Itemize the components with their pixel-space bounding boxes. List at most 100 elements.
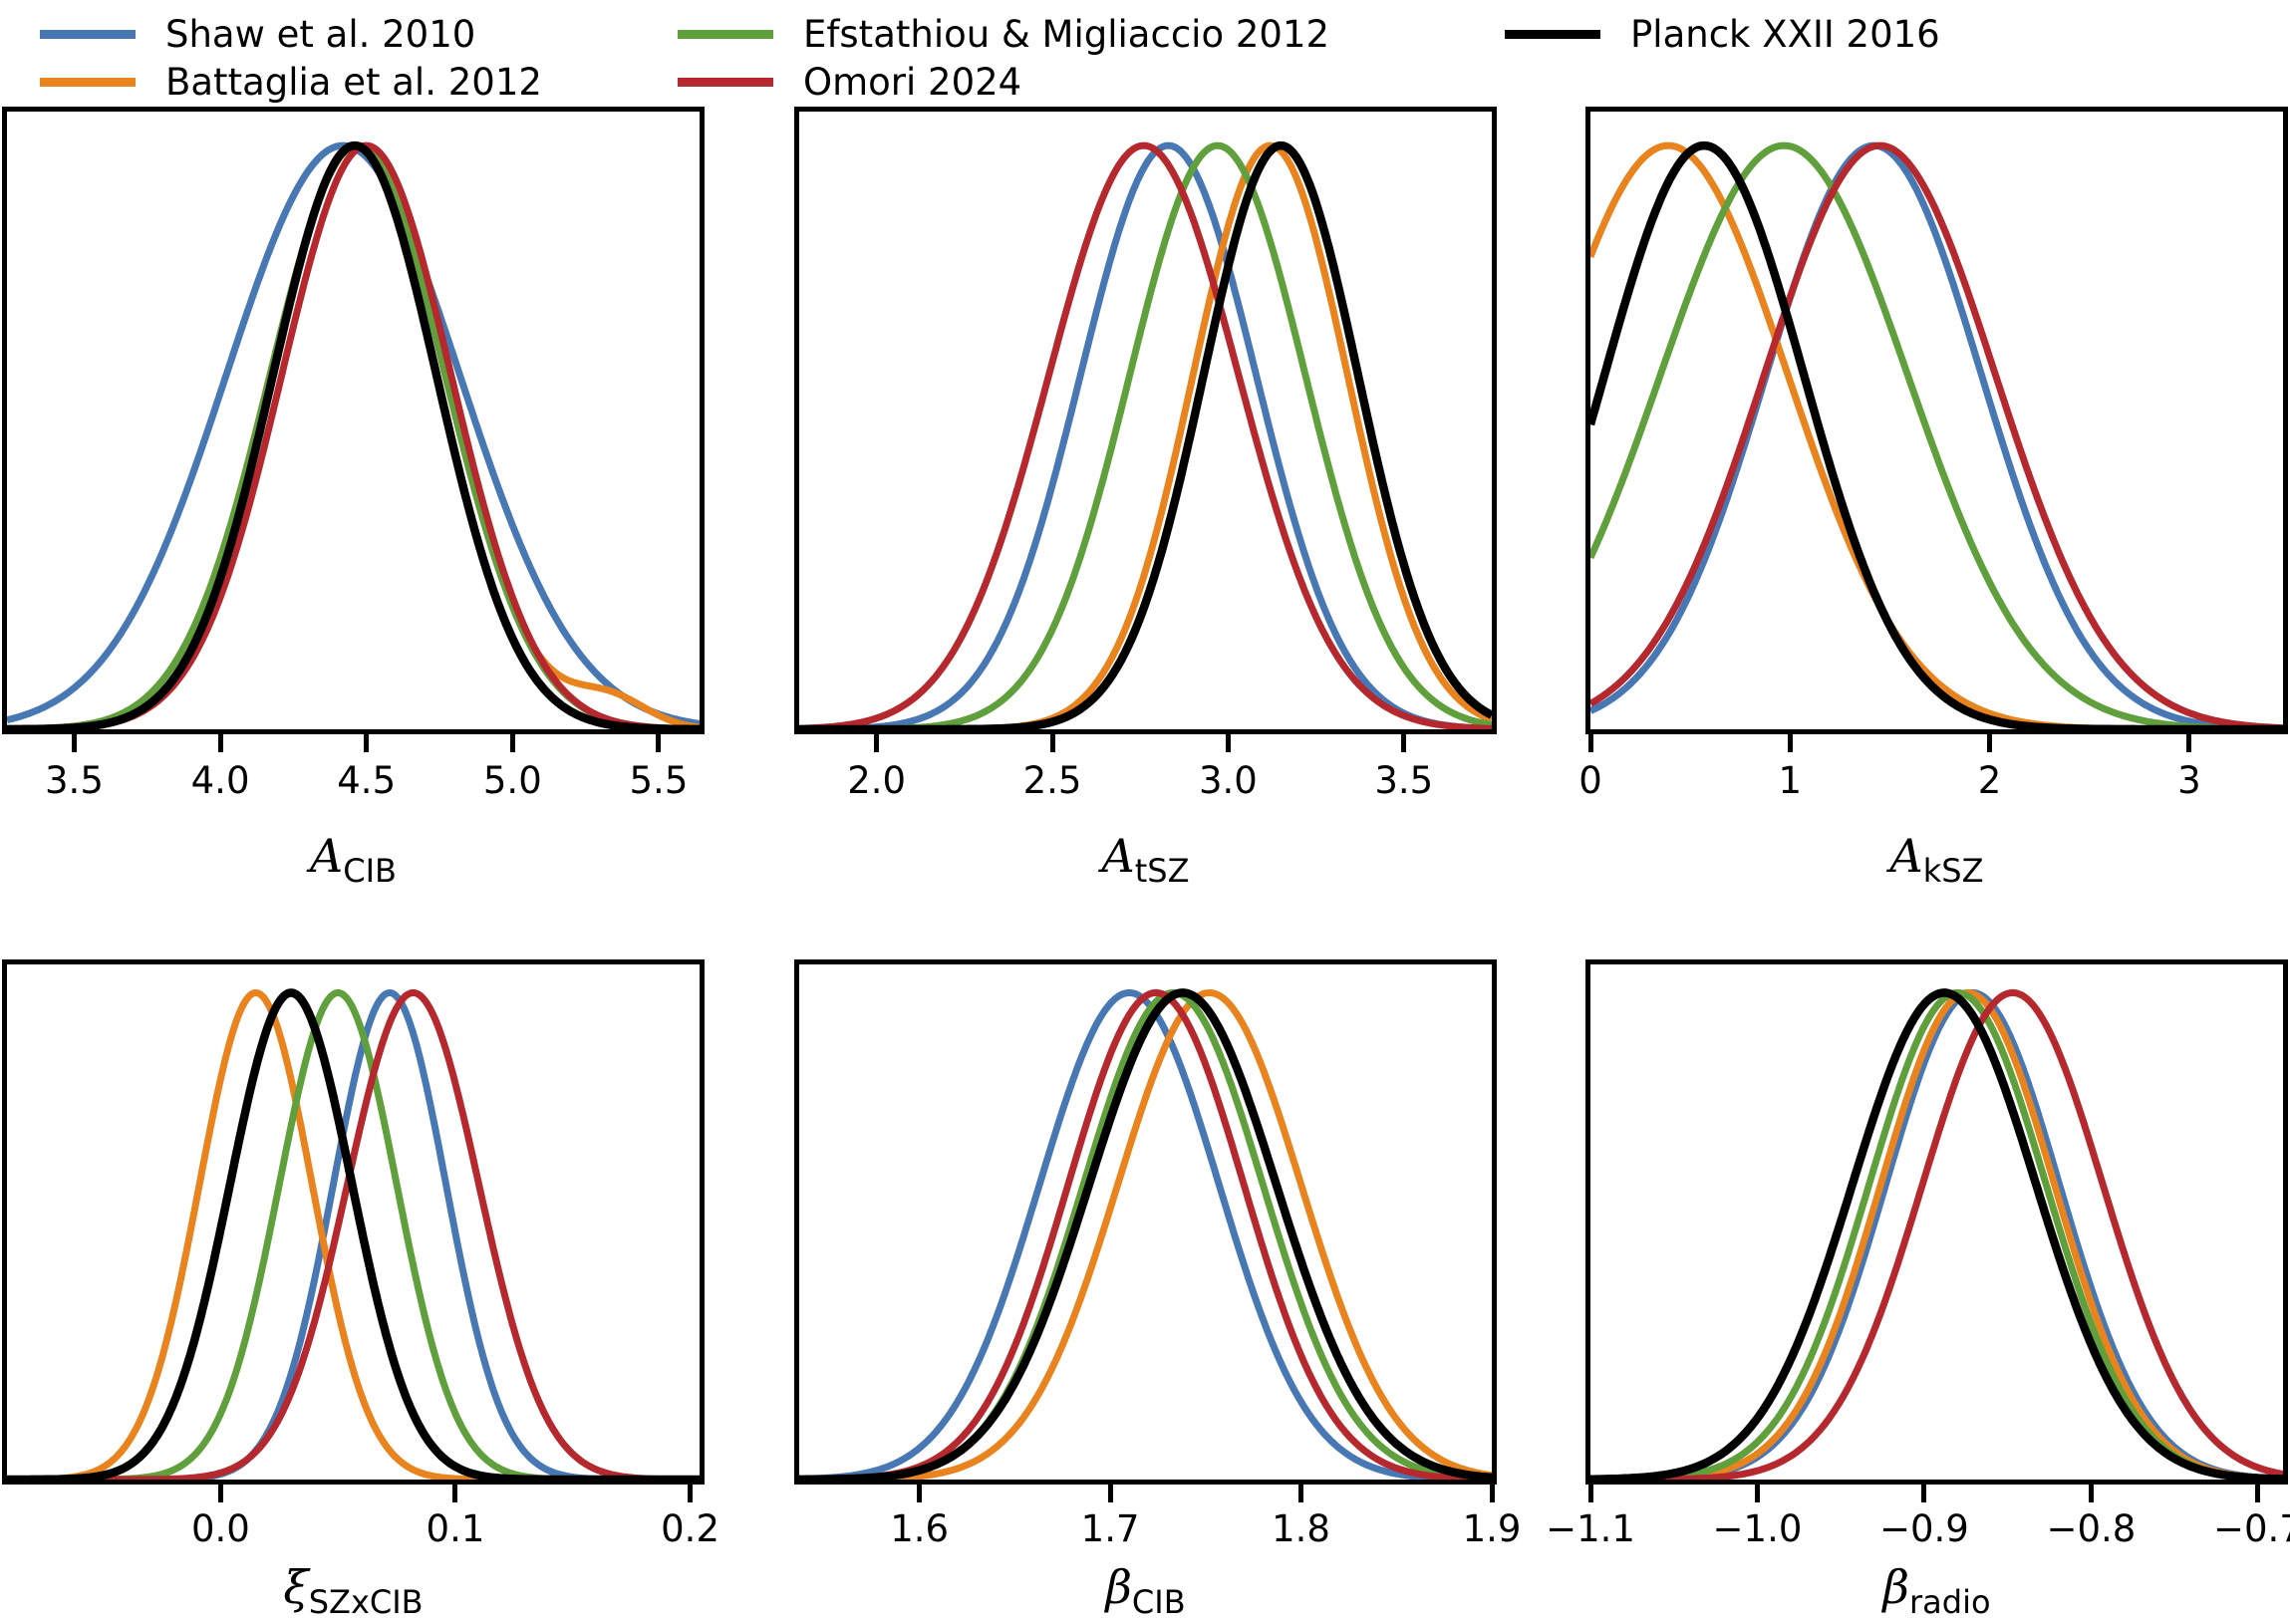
posterior-curve-shaw-et-al-2010 xyxy=(7,988,700,1480)
x-axis-tick xyxy=(1225,734,1231,752)
posterior-curve-efstathiou-migliaccio-2012 xyxy=(1590,988,2283,1480)
posterior-curve-efstathiou-migliaccio-2012 xyxy=(7,141,700,729)
legend-entry: Efstathiou & Migliaccio 2012 xyxy=(678,16,1329,53)
x-axis-parameter-label: ξSZxCIB xyxy=(283,1564,423,1618)
x-axis-tick-label: 2 xyxy=(1977,759,2002,802)
x-axis-tick xyxy=(917,1485,923,1502)
posterior-curve-battaglia-et-al-2012 xyxy=(1590,988,2283,1480)
x-axis-tick xyxy=(1587,1485,1593,1502)
posterior-curve-battaglia-et-al-2012 xyxy=(799,141,1492,729)
x-axis-tick xyxy=(688,1485,694,1502)
parameter-subscript: radio xyxy=(1909,1583,1991,1622)
x-axis-tick-label: 1.6 xyxy=(890,1507,950,1550)
x-axis-tick-label: 0.2 xyxy=(661,1507,719,1550)
posterior-curve-planck-xxii-2016 xyxy=(7,140,700,729)
parameter-subscript: CIB xyxy=(1131,1583,1186,1622)
posterior-curve-battaglia-et-al-2012 xyxy=(799,989,1492,1480)
x-axis-tick xyxy=(1107,1485,1113,1502)
plot-panel-A-CIB xyxy=(2,107,705,734)
x-axis-tick xyxy=(217,734,223,752)
posterior-curve-planck-xxii-2016 xyxy=(7,988,700,1480)
posterior-curves xyxy=(7,988,700,1480)
posterior-curves xyxy=(1590,140,2283,729)
x-axis-tick-label: −0.8 xyxy=(2046,1507,2137,1550)
legend-label: Battaglia et al. 2012 xyxy=(165,61,542,104)
x-axis-tick xyxy=(1987,734,1993,752)
parameter-subscript: tSZ xyxy=(1134,852,1190,891)
x-axis-tick xyxy=(1921,1485,1927,1502)
x-axis-tick-label: 1 xyxy=(1778,759,1803,802)
x-axis-tick-label: −0.9 xyxy=(1879,1507,1969,1550)
x-axis-parameter-label: AkSZ xyxy=(1890,833,1984,887)
x-axis-tick-label: 5.5 xyxy=(629,759,689,802)
x-axis-tick xyxy=(509,734,515,752)
posterior-curve-omori-2024 xyxy=(799,141,1492,729)
posterior-curves xyxy=(7,140,700,729)
x-axis-tick xyxy=(364,734,370,752)
legend-entry: Battaglia et al. 2012 xyxy=(40,64,542,101)
x-axis-tick-label: 2.0 xyxy=(847,759,907,802)
x-axis-tick xyxy=(71,734,77,752)
x-axis-tick xyxy=(874,734,880,752)
posterior-curve-omori-2024 xyxy=(7,141,700,729)
legend-entry: Shaw et al. 2010 xyxy=(40,16,475,53)
x-axis-parameter-label: βCIB xyxy=(1105,1564,1185,1618)
x-axis-tick xyxy=(656,734,662,752)
legend-label: Planck XXII 2016 xyxy=(1630,13,1940,56)
plot-panel-β-CIB xyxy=(794,959,1497,1485)
x-axis-tick-label: −1.1 xyxy=(1546,1507,1635,1550)
parameter-symbol: β xyxy=(1882,1560,1910,1614)
posterior-curve-shaw-et-al-2010 xyxy=(799,988,1492,1480)
posterior-curve-shaw-et-al-2010 xyxy=(1590,141,2283,729)
x-axis-tick-label: 3.0 xyxy=(1198,759,1258,802)
x-axis-tick xyxy=(1401,734,1407,752)
x-axis-tick-label: 3.5 xyxy=(45,759,104,802)
legend-label: Omori 2024 xyxy=(803,61,1022,104)
x-axis-tick-label: 0.0 xyxy=(190,1507,250,1550)
x-axis-tick-label: 1.8 xyxy=(1272,1507,1330,1550)
x-axis-tick-label: 0 xyxy=(1578,759,1602,802)
posterior-curve-planck-xxii-2016 xyxy=(1590,988,2283,1480)
x-axis-tick xyxy=(1049,734,1055,752)
x-axis-tick-label: 2.5 xyxy=(1022,759,1082,802)
legend-line-swatch xyxy=(40,78,136,87)
x-axis-tick xyxy=(1754,1485,1760,1502)
posterior-curve-shaw-et-al-2010 xyxy=(1590,989,2283,1480)
legend-label: Shaw et al. 2010 xyxy=(165,13,476,56)
posterior-curve-omori-2024 xyxy=(7,989,700,1480)
legend-entry: Planck XXII 2016 xyxy=(1505,16,1940,53)
parameter-symbol: ξ xyxy=(283,1560,309,1614)
parameter-subscript: SZxCIB xyxy=(308,1583,424,1622)
parameter-symbol: A xyxy=(310,829,344,883)
posterior-curve-battaglia-et-al-2012 xyxy=(7,141,700,729)
x-axis-tick xyxy=(1298,1485,1304,1502)
plot-panel-β-radio xyxy=(1585,959,2288,1485)
posterior-curve-omori-2024 xyxy=(1590,988,2283,1480)
x-axis-tick-label: 4.5 xyxy=(337,759,397,802)
x-axis-tick-label: 4.0 xyxy=(190,759,250,802)
x-axis-tick xyxy=(217,1485,223,1502)
posterior-curve-omori-2024 xyxy=(1590,141,2283,729)
x-axis-tick xyxy=(452,1485,458,1502)
x-axis-tick xyxy=(2255,1485,2261,1502)
plot-panel-ξ-SZxCIB xyxy=(2,959,705,1485)
legend-line-swatch xyxy=(678,30,773,39)
parameter-symbol: β xyxy=(1105,1560,1132,1614)
posterior-curve-efstathiou-migliaccio-2012 xyxy=(799,141,1492,729)
posterior-curve-planck-xxii-2016 xyxy=(799,140,1492,729)
x-axis-parameter-label: βradio xyxy=(1882,1564,1990,1618)
legend-line-swatch xyxy=(40,30,136,39)
parameter-subscript: CIB xyxy=(343,852,397,891)
x-axis-tick-label: −1.0 xyxy=(1712,1507,1803,1550)
x-axis-tick-label: 1.7 xyxy=(1080,1507,1140,1550)
posterior-curve-planck-xxii-2016 xyxy=(799,988,1492,1480)
posterior-curves xyxy=(1590,988,2283,1480)
parameter-subscript: kSZ xyxy=(1922,852,1984,891)
legend-line-swatch xyxy=(1505,30,1600,39)
x-axis-tick xyxy=(2088,1485,2094,1502)
posterior-curves xyxy=(799,140,1492,729)
posterior-curve-shaw-et-al-2010 xyxy=(799,141,1492,729)
posterior-curve-efstathiou-migliaccio-2012 xyxy=(7,989,700,1480)
x-axis-tick xyxy=(1787,734,1793,752)
